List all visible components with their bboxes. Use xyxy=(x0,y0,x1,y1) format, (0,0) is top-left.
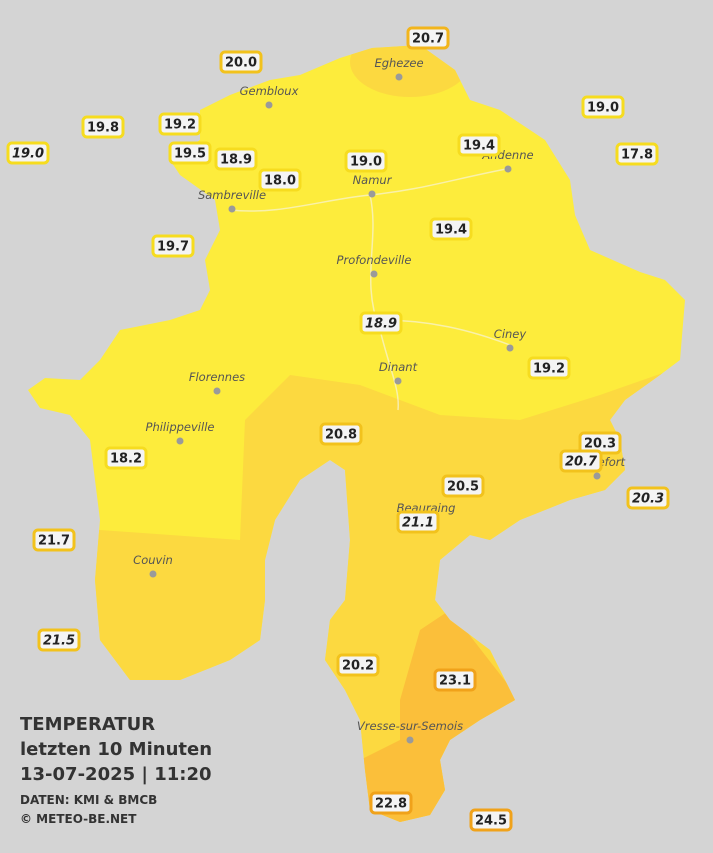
city-dot xyxy=(265,101,273,109)
station-box xyxy=(6,141,50,165)
credit: © METEO-BE.NET xyxy=(20,812,137,826)
station-box xyxy=(219,50,263,74)
station-value: 18.9 xyxy=(365,317,397,332)
station-value: 19.5 xyxy=(174,147,206,162)
station-box xyxy=(359,311,403,335)
city-name: Couvin xyxy=(133,553,173,567)
station-box xyxy=(37,628,81,652)
station-box xyxy=(32,528,76,552)
station-value: 20.2 xyxy=(342,659,374,674)
credit: DATEN: KMI & BMCB xyxy=(20,793,157,807)
station-box xyxy=(344,149,388,173)
station-box xyxy=(626,486,670,510)
station-value: 19.8 xyxy=(87,121,119,136)
station-box xyxy=(158,112,202,136)
city-dot xyxy=(394,377,402,385)
station-box xyxy=(81,115,125,139)
station-box xyxy=(214,147,258,171)
city-dot xyxy=(406,736,414,744)
station-value: 20.3 xyxy=(632,492,664,507)
station-box xyxy=(433,668,477,692)
station-value: 20.7 xyxy=(565,455,598,470)
city-dot xyxy=(370,270,378,278)
station-value: 18.0 xyxy=(264,174,296,189)
city-name: Ciney xyxy=(494,327,527,341)
station-box xyxy=(457,133,501,157)
city-dot xyxy=(228,205,236,213)
station-value: 19.0 xyxy=(350,155,382,170)
station-value: 19.0 xyxy=(587,101,619,116)
station-box xyxy=(319,422,363,446)
city-name: Vresse-sur-Semois xyxy=(357,719,463,733)
title-line: TEMPERATUR xyxy=(20,714,155,735)
city-name: Dinant xyxy=(379,360,418,374)
station-box xyxy=(581,95,625,119)
city-dot xyxy=(176,437,184,445)
city-dot xyxy=(149,570,157,578)
city-name: Philippeville xyxy=(146,420,215,434)
station-box xyxy=(527,356,571,380)
station-box xyxy=(151,234,195,258)
station-value: 20.0 xyxy=(225,56,257,71)
city-name: Eghezee xyxy=(374,56,423,70)
station-value: 24.5 xyxy=(475,814,507,829)
station-box xyxy=(168,141,212,165)
city-name: Sambreville xyxy=(198,188,266,202)
station-box xyxy=(369,791,413,815)
city-name: Florennes xyxy=(189,370,245,384)
station-value: 20.7 xyxy=(412,32,444,47)
station-box xyxy=(104,446,148,470)
station-box xyxy=(258,168,302,192)
station-value: 20.8 xyxy=(325,428,357,443)
station-box xyxy=(406,26,450,50)
city-dot xyxy=(504,165,512,173)
station-value: 23.1 xyxy=(439,674,471,689)
station-box xyxy=(396,510,440,534)
city-dot xyxy=(368,190,376,198)
title-line: 13-07-2025 | 11:20 xyxy=(20,764,212,785)
station-value: 21.5 xyxy=(43,634,75,649)
station-value: 19.7 xyxy=(157,240,189,255)
station-value: 19.4 xyxy=(463,139,495,154)
station-value: 19.2 xyxy=(164,118,196,133)
labels: TEMPERATUR letzten 10 Minuten 13-07-2025… xyxy=(6,26,670,832)
city-name: Gembloux xyxy=(240,84,299,98)
city-name: Namur xyxy=(353,173,393,187)
station-box xyxy=(559,449,603,473)
station-box xyxy=(441,474,485,498)
station-value: 21.1 xyxy=(402,516,434,531)
city-name: Profondeville xyxy=(337,253,412,267)
station-box xyxy=(429,217,473,241)
station-value: 19.2 xyxy=(533,362,565,377)
city-dot xyxy=(395,73,403,81)
station-value: 19.4 xyxy=(435,223,467,238)
station-value: 22.8 xyxy=(375,797,407,812)
station-box xyxy=(615,142,659,166)
city-dot xyxy=(506,344,514,352)
title-line: letzten 10 Minuten xyxy=(20,739,212,760)
city-dot xyxy=(213,387,221,395)
station-value: 20.5 xyxy=(447,480,479,495)
station-value: 18.9 xyxy=(220,153,252,168)
city-dot xyxy=(593,472,601,480)
station-value: 17.8 xyxy=(621,148,653,163)
station-box xyxy=(336,653,380,677)
station-value: 21.7 xyxy=(38,534,70,549)
station-value: 18.2 xyxy=(110,452,142,467)
station-value: 20.3 xyxy=(584,437,616,452)
station-value: 19.0 xyxy=(12,147,44,162)
station-box xyxy=(469,808,513,832)
